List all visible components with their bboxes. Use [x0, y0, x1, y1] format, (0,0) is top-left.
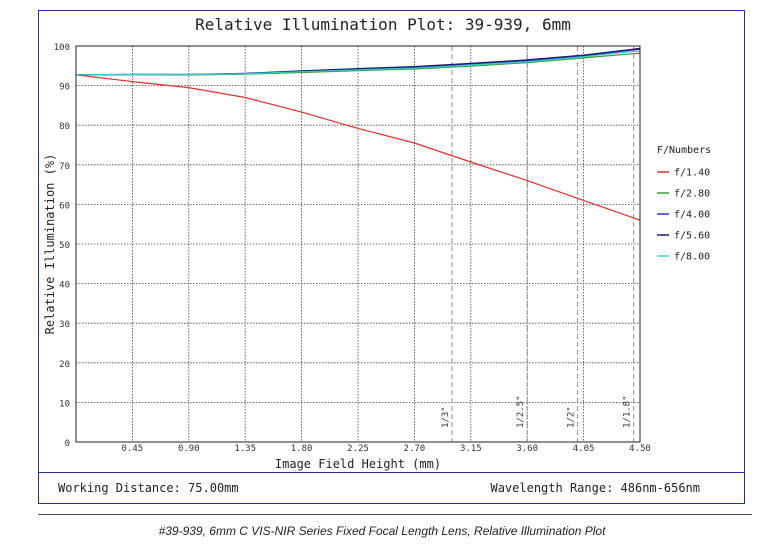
x-axis-label: Image Field Height (mm)	[275, 457, 441, 471]
sensor-marker-label: 1/3"	[441, 406, 451, 428]
y-tick-label: 40	[59, 281, 70, 291]
wavelength-range: Wavelength Range: 486nm-656nm	[490, 481, 700, 495]
y-tick-label: 100	[54, 43, 70, 53]
grid	[76, 46, 640, 442]
legend: F/Numbers f/1.40 f/2.80 f/4.00 f/5.60 f/8.00	[657, 145, 711, 263]
plot-area-border	[75, 45, 641, 443]
x-tick-label: 2.25	[347, 444, 369, 454]
tick-labels: 0 10 20 30 40 50 60 70 80 90 100 0.45 0.90 1.35 1.80 2.…	[54, 43, 651, 454]
sensor-marker-label: 1/2"	[566, 406, 576, 428]
x-tick-label: 1.35	[234, 444, 256, 454]
y-tick-label: 90	[59, 83, 70, 93]
y-tick-label: 60	[59, 201, 70, 211]
x-tick-label: 3.60	[516, 444, 538, 454]
x-tick-label: 4.05	[573, 444, 595, 454]
x-tick-label: 2.70	[404, 444, 426, 454]
x-tick-label: 3.15	[460, 444, 482, 454]
legend-entry: f/8.00	[674, 252, 710, 263]
series-lines	[75, 47, 641, 221]
y-axis-label: Relative Illumination (%)	[43, 154, 57, 335]
y-tick-label: 50	[59, 241, 70, 251]
figure-caption: #39-939, 6mm C VIS-NIR Series Fixed Foca…	[158, 524, 606, 538]
sensor-markers: 1/3" 1/2.5" 1/2" 1/1.8"	[441, 46, 635, 442]
caption-rule	[38, 514, 752, 515]
y-tick-label: 80	[59, 122, 70, 132]
legend-title: F/Numbers	[657, 145, 711, 156]
y-tick-label: 30	[59, 320, 70, 330]
x-tick-label: 1.80	[291, 444, 313, 454]
series-line-f800	[75, 50, 641, 76]
sensor-marker-label: 1/1.8"	[623, 395, 633, 428]
sensor-marker-label: 1/2.5"	[516, 395, 526, 428]
y-tick-label: 70	[59, 162, 70, 172]
footer-divider	[38, 472, 745, 473]
legend-entry: f/4.00	[674, 210, 710, 221]
y-tick-label: 20	[59, 360, 70, 370]
x-tick-label: 0.45	[122, 444, 144, 454]
series-line-f140	[75, 74, 641, 221]
legend-entry: f/2.80	[674, 189, 710, 200]
chart-title: Relative Illumination Plot: 39-939, 6mm	[195, 15, 571, 34]
x-tick-label: 0.90	[178, 444, 200, 454]
legend-entry: f/1.40	[674, 168, 710, 179]
y-tick-label: 0	[65, 439, 70, 449]
legend-entry: f/5.60	[674, 231, 710, 242]
y-tick-label: 10	[59, 399, 70, 409]
plot-frame	[38, 10, 745, 504]
x-tick-label: 4.50	[629, 444, 651, 454]
working-distance: Working Distance: 75.00mm	[58, 481, 239, 495]
